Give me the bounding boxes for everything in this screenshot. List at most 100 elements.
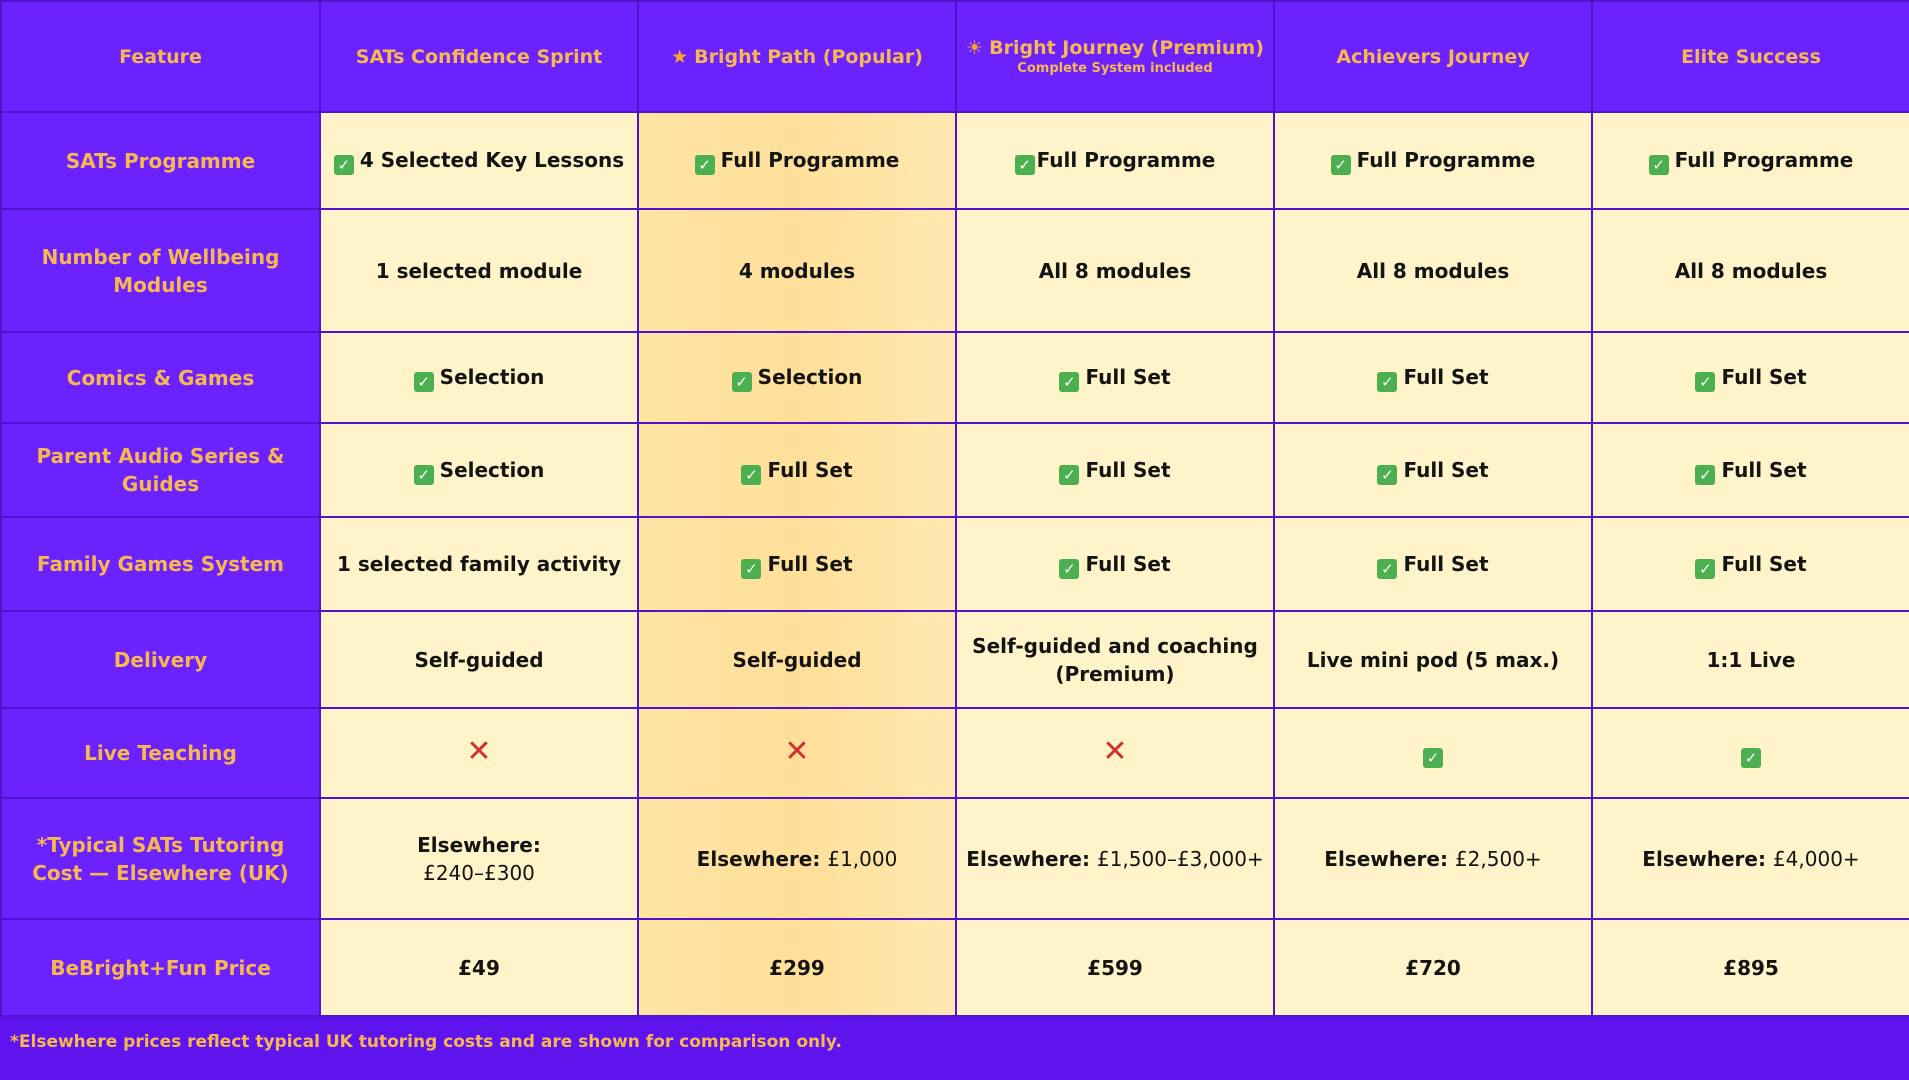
table-cell: ✓ Full Set <box>955 516 1275 612</box>
check-icon: ✓ <box>1330 155 1351 175</box>
header-elite-success: Elite Success <box>1591 0 1909 113</box>
check-icon: ✓ <box>1695 372 1716 392</box>
check-icon: ✓ <box>1695 558 1716 579</box>
check-icon: ✓ <box>1741 747 1761 768</box>
table-row: *Typical SATs Tutoring Cost — Elsewhere … <box>0 797 1909 920</box>
header-sublabel: Complete System included <box>1017 61 1213 76</box>
table-cell: ✓ Full Set <box>1591 331 1909 424</box>
check-icon: ✓ <box>1059 464 1080 485</box>
table-cell: ✓ Full Programme <box>637 111 957 210</box>
header-bright-path: ★ Bright Path (Popular) <box>637 0 957 113</box>
table-cell: ✓ Full Set <box>1273 331 1593 424</box>
check-icon: ✓ <box>1377 464 1398 485</box>
table-cell: 1 selected family activity <box>319 516 639 612</box>
row-label: SATs Programme <box>0 111 321 210</box>
check-icon: ✓ <box>741 464 762 485</box>
table-row: Live Teaching ✕ ✕ ✕ ✓ ✓ <box>0 707 1909 799</box>
check-icon: ✓ <box>1377 372 1398 392</box>
footnote: *Elsewhere prices reflect typical UK tut… <box>10 1032 842 1052</box>
check-icon: ✓ <box>1059 372 1080 392</box>
table-row: Parent Audio Series & Guides ✓ Selection … <box>0 422 1909 518</box>
price-cell: £599 <box>955 918 1275 1017</box>
table-cell: ✓ <box>1591 707 1909 799</box>
table-cell: Self-guided <box>319 610 639 709</box>
check-icon: ✓ <box>1695 464 1716 485</box>
table-row: Delivery Self-guided Self-guided Self-gu… <box>0 610 1909 709</box>
table-cell: ✓ Full Set <box>1591 422 1909 518</box>
price-cell: £299 <box>637 918 957 1017</box>
table-cell: ✕ <box>955 707 1275 799</box>
cross-icon: ✕ <box>1102 734 1128 769</box>
header-bright-journey: ☀ Bright Journey (Premium) Complete System… <box>955 0 1275 113</box>
check-icon: ✓ <box>413 372 434 392</box>
table-row: Comics & Games ✓ Selection ✓ Selection ✓ Fu… <box>0 331 1909 424</box>
table-cell: ✓ Full Set <box>1273 422 1593 518</box>
row-label: Live Teaching <box>0 707 321 799</box>
table-cell: ✓ Full Set <box>955 331 1275 424</box>
price-cell: £895 <box>1591 918 1909 1017</box>
row-label: Delivery <box>0 610 321 709</box>
row-label: Number of Wellbeing Modules <box>0 208 321 333</box>
table-cell: ✕ <box>319 707 639 799</box>
star-icon: ★ <box>671 45 689 68</box>
elsewhere-label: Elsewhere: <box>966 846 1090 871</box>
row-label: Comics & Games <box>0 331 321 424</box>
header-achievers-journey: Achievers Journey <box>1273 0 1593 113</box>
table-cell: Self-guided <box>637 610 957 709</box>
table-cell: Elsewhere: £4,000+ <box>1591 797 1909 920</box>
check-icon: ✓ <box>413 464 434 485</box>
table-cell: ✓ Full Set <box>637 422 957 518</box>
table-cell: ✓ Selection <box>319 331 639 424</box>
sun-icon: ☀ <box>966 37 984 59</box>
check-icon: ✓ <box>333 155 354 175</box>
check-icon: ✓ <box>1014 155 1035 175</box>
table-cell: 1:1 Live <box>1591 610 1909 709</box>
table-cell: Live mini pod (5 max.) <box>1273 610 1593 709</box>
table-cell: All 8 modules <box>1273 208 1593 333</box>
cross-icon: ✕ <box>784 734 810 769</box>
check-icon: ✓ <box>731 372 752 392</box>
table-cell: ✓ Full Programme <box>1591 111 1909 210</box>
elsewhere-label: Elsewhere: <box>1642 846 1766 871</box>
table-cell: ✓ Selection <box>637 331 957 424</box>
table-cell: ✓ Full Set <box>1273 516 1593 612</box>
row-label: Parent Audio Series & Guides <box>0 422 321 518</box>
check-icon: ✓ <box>741 558 762 579</box>
table-cell: 1 selected module <box>319 208 639 333</box>
check-icon: ✓ <box>1377 558 1398 579</box>
table-cell: All 8 modules <box>1591 208 1909 333</box>
cross-icon: ✕ <box>466 734 492 769</box>
check-icon: ✓ <box>1423 747 1443 768</box>
table-cell: ✓ Full Programme <box>955 111 1275 210</box>
check-icon: ✓ <box>694 155 715 175</box>
header-sats-confidence-sprint: SATs Confidence Sprint <box>319 0 639 113</box>
table-cell: ✓ Full Set <box>1591 516 1909 612</box>
table-cell: ✓ <box>1273 707 1593 799</box>
table-cell: ✓ Full Set <box>637 516 957 612</box>
table-cell: ✓ Full Set <box>955 422 1275 518</box>
elsewhere-label: Elsewhere: <box>1324 846 1448 871</box>
elsewhere-label: Elsewhere: <box>417 832 541 857</box>
table-row: SATs Programme ✓ 4 Selected Key Lessons ✓… <box>0 111 1909 210</box>
elsewhere-label: Elsewhere: <box>696 846 821 871</box>
table-row: BeBright+Fun Price £49 £299 £599 £720 £8… <box>0 918 1909 1017</box>
table-cell: Elsewhere: £240–£300 <box>319 797 639 920</box>
price-cell: £720 <box>1273 918 1593 1017</box>
row-label: BeBright+Fun Price <box>0 918 321 1017</box>
row-label: Family Games System <box>0 516 321 612</box>
check-icon: ✓ <box>1648 155 1669 175</box>
row-label: *Typical SATs Tutoring Cost — Elsewhere … <box>0 797 321 920</box>
price-cell: £49 <box>319 918 639 1017</box>
header-row: Feature SATs Confidence Sprint ★ Bright P… <box>0 0 1909 113</box>
table-cell: Self-guided and coaching (Premium) <box>955 610 1275 709</box>
table-cell: ✕ <box>637 707 957 799</box>
table-cell: Elsewhere: £2,500+ <box>1273 797 1593 920</box>
check-icon: ✓ <box>1059 558 1080 579</box>
table-cell: ✓ 4 Selected Key Lessons <box>319 111 639 210</box>
table-cell: 4 modules <box>637 208 957 333</box>
table-cell: Elsewhere: £1,000 <box>637 797 957 920</box>
comparison-table: Feature SATs Confidence Sprint ★ Bright P… <box>0 0 1909 1017</box>
header-feature: Feature <box>0 0 321 113</box>
table-cell: Elsewhere: £1,500–£3,000+ <box>955 797 1275 920</box>
table-row: Number of Wellbeing Modules 1 selected m… <box>0 208 1909 333</box>
